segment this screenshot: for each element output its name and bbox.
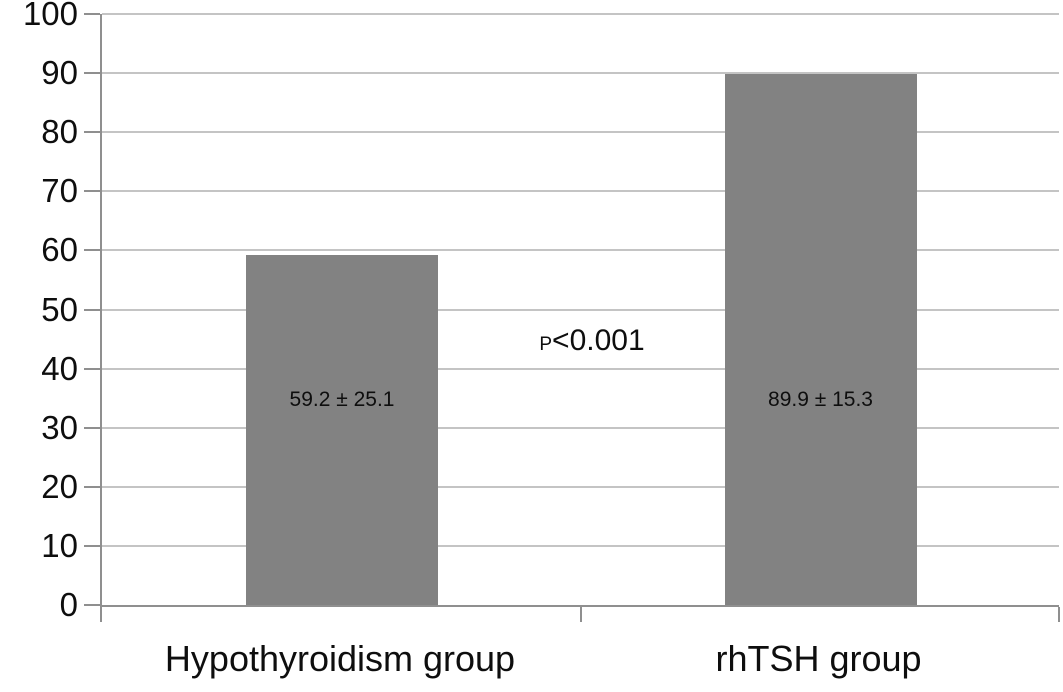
y-axis-tick-label: 40 [41, 349, 78, 387]
y-axis-tick-label: 90 [41, 54, 78, 92]
gridline [102, 13, 1059, 15]
y-axis-tick [84, 249, 100, 252]
y-axis-tick-label: 30 [41, 408, 78, 446]
y-axis-tick [84, 13, 100, 15]
y-axis-tick [84, 426, 100, 429]
x-axis-category-labels: Hypothyroidism group rhTSH group [100, 636, 1057, 688]
y-axis-tick-label: 10 [41, 526, 78, 564]
y-axis-tick-labels: 0 10 20 30 40 50 60 70 80 90 100 [0, 0, 78, 622]
p-value-prefix: P [539, 334, 553, 355]
gridline [102, 367, 1059, 370]
y-axis-tick [84, 485, 100, 488]
y-axis-tick [84, 544, 100, 547]
gridline [102, 72, 1059, 75]
y-axis-tick-label: 60 [41, 231, 78, 269]
gridline [102, 190, 1059, 193]
gridline [102, 308, 1059, 311]
y-axis-tick-label: 20 [41, 467, 78, 505]
bar-value-label: 59.2 ± 25.1 [289, 388, 395, 411]
y-axis-tick [84, 308, 100, 311]
bar-2 [724, 73, 917, 605]
y-axis-tick-label: 100 [22, 0, 78, 32]
x-axis-tick [579, 607, 582, 622]
y-axis-tick [84, 131, 100, 134]
gridline [102, 544, 1059, 547]
y-axis-tick [84, 190, 100, 193]
p-value-annotation: P<0.001 [472, 324, 712, 358]
p-value-text: <0.001 [552, 324, 645, 357]
y-axis-tick [84, 367, 100, 370]
bar-1 [246, 255, 438, 605]
gridline [102, 485, 1059, 488]
x-axis-category-label: Hypothyroidism group [164, 638, 516, 679]
y-axis-tick-label: 0 [59, 586, 78, 623]
gridline [102, 249, 1059, 252]
y-axis-tick-label: 70 [41, 172, 78, 210]
x-axis-tick [100, 607, 102, 622]
plot-area: 59.2 ± 25.1 89.9 ± 15.3 [84, 13, 1060, 622]
bar-value-label: 89.9 ± 15.3 [768, 388, 873, 411]
y-axis-tick [84, 72, 100, 75]
x-axis-tick [1058, 607, 1060, 622]
y-axis-tick-label: 50 [41, 290, 78, 328]
y-axis-tick [84, 604, 100, 606]
gridline [102, 131, 1059, 134]
x-axis-category-label: rhTSH group [715, 638, 922, 679]
y-axis-tick-label: 80 [41, 113, 78, 151]
gridline [102, 426, 1059, 429]
